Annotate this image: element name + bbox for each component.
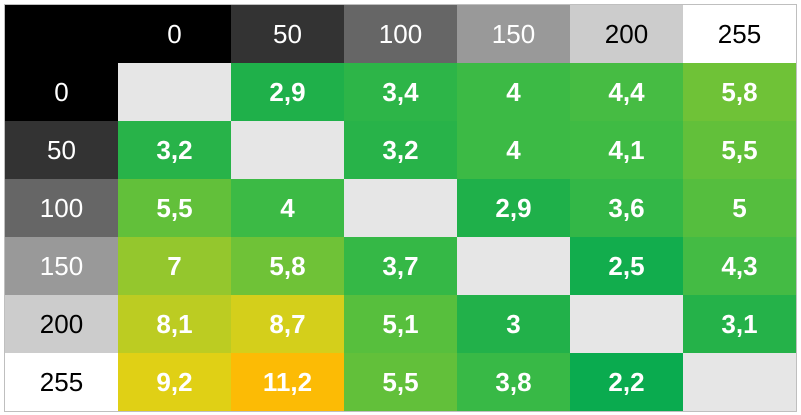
- value-cell: 4,1: [570, 121, 683, 179]
- value-cell: 3,4: [344, 63, 457, 121]
- heatmap-table: 0 50 100 150 200 255 0 2,9 3,4 4 4,4 5,8 50 3,2 3,2 4 4,…: [4, 4, 797, 412]
- value-cell: 3,2: [118, 121, 231, 179]
- value-cell: 2,9: [457, 179, 570, 237]
- value-cell: 5,5: [118, 179, 231, 237]
- column-header: 200: [570, 4, 683, 63]
- column-header: 150: [457, 4, 570, 63]
- value-cell: 5,5: [344, 353, 457, 412]
- column-header: 255: [683, 4, 797, 63]
- value-cell: 3,7: [344, 237, 457, 295]
- value-cell: 8,7: [231, 295, 344, 353]
- empty-cell: [683, 353, 797, 412]
- value-cell: 4,3: [683, 237, 797, 295]
- data-row: 100 5,5 4 2,9 3,6 5: [4, 179, 797, 237]
- empty-cell: [344, 179, 457, 237]
- value-cell: 2,9: [231, 63, 344, 121]
- row-header: 50: [4, 121, 118, 179]
- value-cell: 4,4: [570, 63, 683, 121]
- value-cell: 7: [118, 237, 231, 295]
- value-cell: 3: [457, 295, 570, 353]
- data-row: 0 2,9 3,4 4 4,4 5,8: [4, 63, 797, 121]
- empty-cell: [570, 295, 683, 353]
- value-cell: 8,1: [118, 295, 231, 353]
- value-cell: 5,1: [344, 295, 457, 353]
- value-cell: 2,5: [570, 237, 683, 295]
- value-cell: 4: [231, 179, 344, 237]
- data-row: 50 3,2 3,2 4 4,1 5,5: [4, 121, 797, 179]
- corner-cell: [4, 4, 118, 63]
- row-header: 100: [4, 179, 118, 237]
- value-cell: 4: [457, 121, 570, 179]
- value-cell: 2,2: [570, 353, 683, 412]
- value-cell: 3,8: [457, 353, 570, 412]
- data-row: 255 9,2 11,2 5,5 3,8 2,2: [4, 353, 797, 412]
- value-cell: 4: [457, 63, 570, 121]
- column-header: 50: [231, 4, 344, 63]
- column-header: 0: [118, 4, 231, 63]
- value-cell: 3,1: [683, 295, 797, 353]
- value-cell: 9,2: [118, 353, 231, 412]
- data-row: 150 7 5,8 3,7 2,5 4,3: [4, 237, 797, 295]
- value-cell: 11,2: [231, 353, 344, 412]
- row-header: 150: [4, 237, 118, 295]
- empty-cell: [118, 63, 231, 121]
- value-cell: 3,6: [570, 179, 683, 237]
- row-header: 200: [4, 295, 118, 353]
- value-cell: 5: [683, 179, 797, 237]
- column-header: 100: [344, 4, 457, 63]
- row-header: 0: [4, 63, 118, 121]
- empty-cell: [231, 121, 344, 179]
- header-row: 0 50 100 150 200 255: [4, 4, 797, 63]
- value-cell: 5,8: [231, 237, 344, 295]
- data-row: 200 8,1 8,7 5,1 3 3,1: [4, 295, 797, 353]
- value-cell: 3,2: [344, 121, 457, 179]
- empty-cell: [457, 237, 570, 295]
- row-header: 255: [4, 353, 118, 412]
- value-cell: 5,8: [683, 63, 797, 121]
- value-cell: 5,5: [683, 121, 797, 179]
